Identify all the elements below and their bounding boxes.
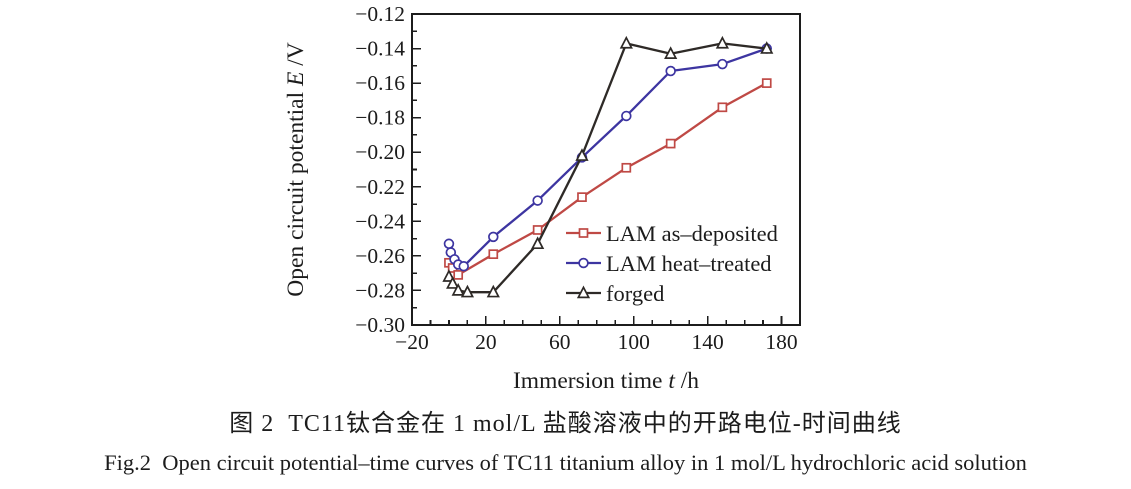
y-axis-ticks xyxy=(412,13,421,326)
data-point-marker xyxy=(664,46,678,59)
data-point-marker xyxy=(531,236,545,250)
data-point-marker xyxy=(575,148,589,161)
data-point-marker xyxy=(532,225,543,235)
y-tick-label: −0.28 xyxy=(355,278,405,302)
chart-legend: LAM as–deposited LAM heat–treated forged xyxy=(566,221,778,306)
x-tick-label: 180 xyxy=(765,330,797,354)
y-tick-label: −0.30 xyxy=(355,313,405,337)
data-point-marker xyxy=(621,110,632,122)
data-point-marker xyxy=(717,58,728,70)
legend-item-forged: forged xyxy=(566,281,664,306)
data-point-marker xyxy=(486,284,500,298)
x-tick-label: −20 xyxy=(395,330,429,354)
y-tick-label: −0.24 xyxy=(355,209,405,233)
y-axis-tick-labels: −0.12 −0.14 −0.16 −0.18 −0.20 −0.22 −0.24 −0.26… xyxy=(355,2,405,337)
data-point-marker xyxy=(577,192,587,202)
x-axis-label: Immersion time t /h xyxy=(513,368,699,394)
legend-label: LAM as–deposited xyxy=(606,221,778,246)
data-point-marker xyxy=(446,276,460,289)
y-tick-label: −0.20 xyxy=(355,140,405,164)
data-point-marker xyxy=(717,102,728,113)
series-lam-as-deposited xyxy=(444,78,772,280)
y-tick-label: −0.16 xyxy=(355,71,405,95)
data-point-marker xyxy=(532,195,543,206)
y-axis-label: Open circuit potential E /V xyxy=(283,42,309,297)
data-point-marker xyxy=(619,35,633,49)
data-point-marker xyxy=(488,231,499,243)
legend-item-lam-as-deposited: LAM as–deposited xyxy=(566,221,778,246)
data-point-marker xyxy=(665,138,676,149)
data-point-marker xyxy=(621,162,632,173)
legend-label: LAM heat–treated xyxy=(606,251,772,276)
data-point-marker xyxy=(488,249,499,260)
data-point-marker xyxy=(715,35,730,49)
figure-caption-zh: 图 2 TC11钛合金在 1 mol/L 盐酸溶液中的开路电位-时间曲线 xyxy=(229,411,902,437)
legend-item-lam-heat-treated: LAM heat–treated xyxy=(566,251,772,276)
data-point-marker xyxy=(578,257,589,269)
data-point-marker xyxy=(576,285,591,299)
data-point-marker xyxy=(453,270,464,280)
data-point-marker xyxy=(458,261,469,272)
series-forged xyxy=(442,35,774,298)
data-point-marker xyxy=(761,78,772,88)
x-axis-ticks xyxy=(411,316,801,325)
figure-caption-en: Fig.2 Open circuit potential–time curves… xyxy=(104,450,1027,475)
data-point-marker xyxy=(443,238,455,250)
x-tick-label: 60 xyxy=(549,330,571,354)
y-tick-label: −0.14 xyxy=(355,37,405,61)
data-point-marker xyxy=(665,65,676,77)
potential-time-chart: −20 20 60 100 140 180 −0.12 −0.14 −0.16 −0.18 −0.2… xyxy=(283,2,801,394)
x-axis-tick-labels: −20 20 60 100 140 180 xyxy=(395,330,797,354)
x-tick-label: 140 xyxy=(691,330,723,354)
x-tick-label: 20 xyxy=(475,330,497,354)
legend-label: forged xyxy=(606,281,664,306)
y-tick-label: −0.22 xyxy=(355,175,405,199)
x-tick-label: 100 xyxy=(618,330,650,354)
y-tick-label: −0.26 xyxy=(355,244,405,268)
y-tick-label: −0.18 xyxy=(355,106,405,130)
data-point-marker xyxy=(760,41,774,54)
plot-frame xyxy=(411,13,801,326)
data-point-marker xyxy=(460,284,475,298)
y-tick-label: −0.12 xyxy=(355,2,405,26)
data-point-marker xyxy=(451,283,465,296)
data-point-marker xyxy=(578,228,589,238)
